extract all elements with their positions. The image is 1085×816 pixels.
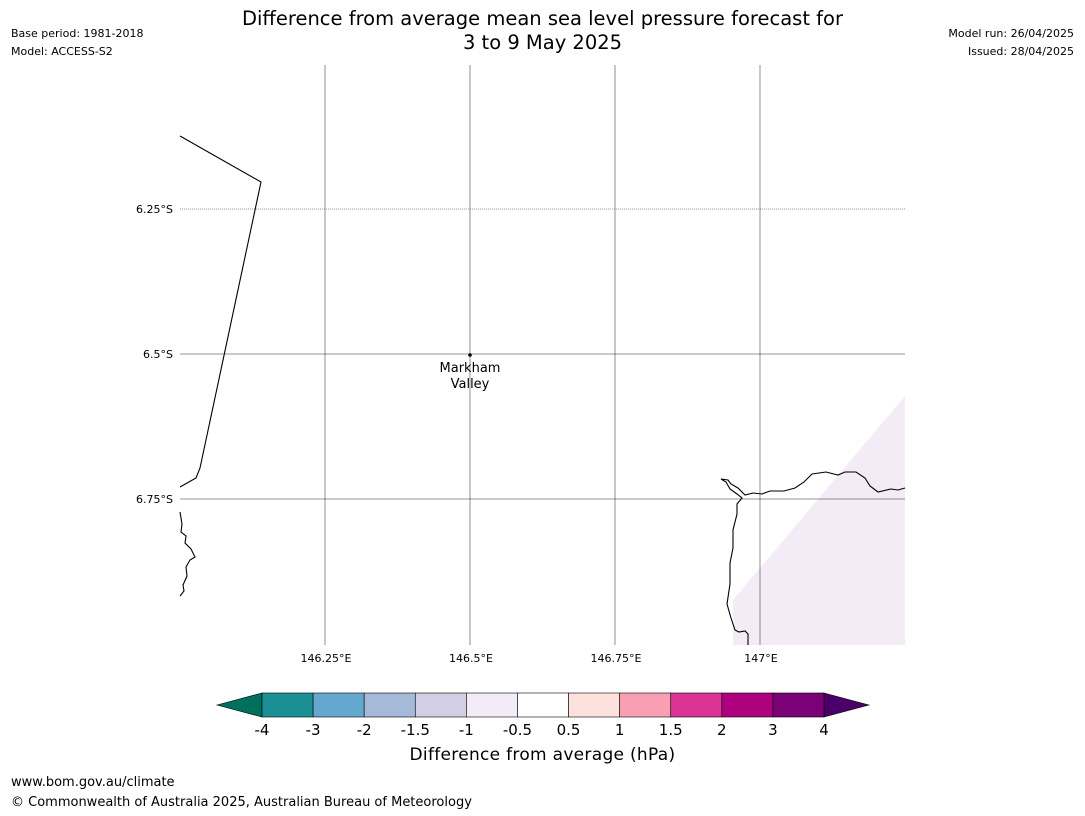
colorbar-segment <box>517 692 569 718</box>
lat-label: 6.5°S <box>143 348 173 361</box>
coastline-west <box>179 511 196 597</box>
colorbar-tick-label: -1.5 <box>401 721 430 739</box>
colorbar-tick-label: -1 <box>459 721 474 739</box>
base-period-text: Base period: 1981-2018 <box>11 27 144 40</box>
lat-label: 6.25°S <box>136 203 173 216</box>
location-name-line-2: Valley <box>451 377 490 392</box>
colorbar-segment <box>619 692 672 718</box>
colorbar-tick-label: -0.5 <box>503 721 532 739</box>
colorbar-tick-label: 3 <box>768 721 778 739</box>
colorbar-tick-label: 1.5 <box>659 721 683 739</box>
colorbar-segment <box>363 692 416 718</box>
metadata-left: Base period: 1981-2018 Model: ACCESS-S2 <box>11 25 143 61</box>
shaded-region <box>733 396 905 645</box>
location-marker <box>468 353 472 357</box>
issued-text: Issued: 28/04/2025 <box>967 45 1074 58</box>
colorbar-segment <box>312 692 365 718</box>
lat-label: 6.75°S <box>136 493 173 506</box>
page-title: Difference from average mean sea level p… <box>0 7 1085 55</box>
model-run-text: Model run: 26/04/2025 <box>948 27 1074 40</box>
location-name-line-1: Markham <box>440 361 501 376</box>
lon-label: 146.5°E <box>449 652 493 665</box>
colorbar-segment <box>670 692 723 718</box>
model-text: Model: ACCESS-S2 <box>11 45 113 58</box>
footer-url[interactable]: www.bom.gov.au/climate <box>11 775 175 790</box>
title-line-2: 3 to 9 May 2025 <box>462 31 623 54</box>
colorbar-title: Difference from average (hPa) <box>409 745 676 765</box>
colorbar-tick-label: 1 <box>615 721 625 739</box>
colorbar-tick-label: -2 <box>357 721 372 739</box>
colorbar-under-triangle <box>215 692 263 718</box>
title-line-1: Difference from average mean sea level p… <box>242 7 843 30</box>
colorbar-tick-label: 4 <box>819 721 829 739</box>
colorbar-segment <box>414 692 467 718</box>
metadata-right: Model run: 26/04/2025 Issued: 28/04/2025 <box>948 25 1074 61</box>
colorbar-segment <box>721 692 774 718</box>
colorbar-tick-label: -3 <box>306 721 321 739</box>
colorbar-tick-label: -4 <box>255 721 270 739</box>
boundary-line-west <box>179 135 262 488</box>
colorbar-segment <box>261 692 314 718</box>
colorbar-segment <box>466 692 518 718</box>
lon-label: 147°E <box>744 652 777 665</box>
footer-copyright: © Commonwealth of Australia 2025, Austra… <box>11 795 472 810</box>
colorbar-over-triangle <box>823 692 871 718</box>
colorbar-tick-label: 2 <box>717 721 727 739</box>
colorbar-segment <box>772 692 825 718</box>
coastline-east <box>720 471 906 645</box>
lon-label: 146.75°E <box>591 652 642 665</box>
colorbar-tick-label: 0.5 <box>557 721 581 739</box>
colorbar-segment <box>568 692 620 718</box>
lon-label: 146.25°E <box>301 652 352 665</box>
